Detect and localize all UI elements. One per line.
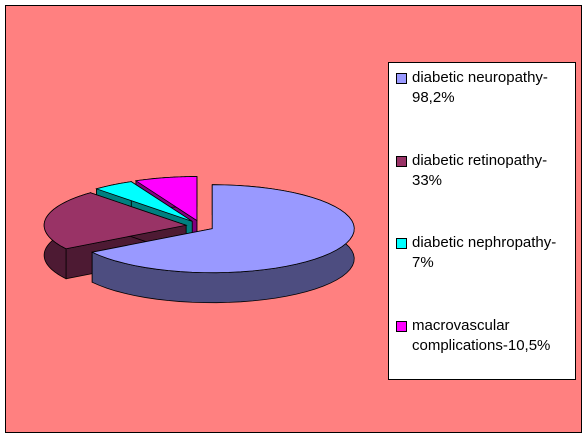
- legend-label: diabetic retinopathy-33%: [412, 152, 548, 189]
- legend-swatch: [396, 321, 407, 332]
- legend: diabetic neuropathy-98,2% diabetic retino…: [388, 62, 576, 380]
- slice: [90, 184, 355, 274]
- legend-swatch: [396, 73, 407, 84]
- legend-label: diabetic nephropathy-7%: [412, 234, 557, 271]
- slice: [90, 184, 355, 304]
- legend-swatch: [396, 238, 407, 249]
- legend-label: diabetic neuropathy-98,2%: [412, 69, 548, 106]
- legend-label: macrovascular complications-10,5%: [412, 317, 551, 354]
- slice: [134, 176, 198, 222]
- slice: [43, 192, 188, 250]
- legend-swatch: [396, 156, 407, 167]
- slice: [95, 181, 193, 222]
